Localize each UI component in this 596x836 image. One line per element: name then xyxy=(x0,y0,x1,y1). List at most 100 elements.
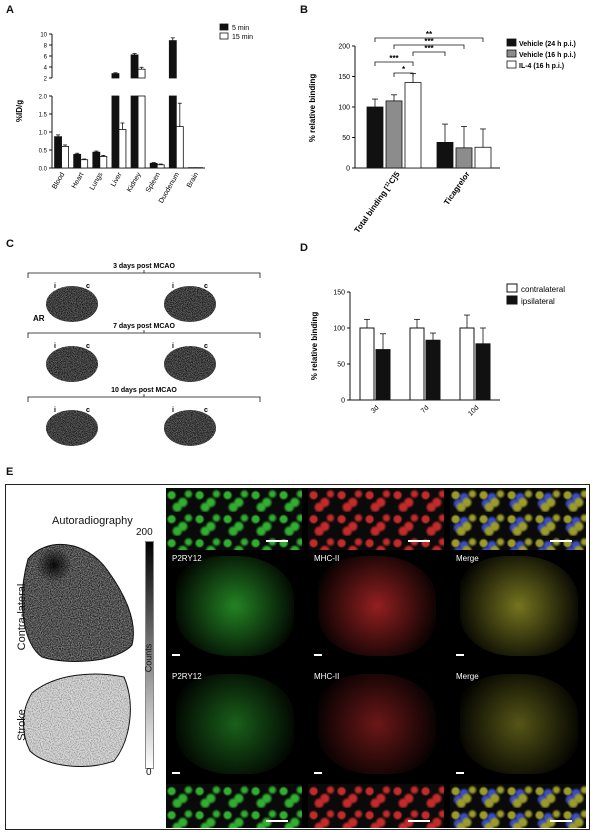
brain-section xyxy=(164,346,216,382)
contra-ipsi-binding-chart: 0 50 100 150 % relative binding 3d 7d 10d contra… xyxy=(310,283,565,418)
stain-label: MHC-II xyxy=(314,554,340,563)
section-texture xyxy=(46,410,98,446)
y-tick-label: 1.5 xyxy=(39,113,48,119)
y-tick-label: 10 xyxy=(40,33,47,39)
contralateral-marker: c xyxy=(204,343,208,350)
stain-label: Merge xyxy=(456,554,479,563)
significance-bracket xyxy=(374,37,484,42)
bar-Vehicle--24-h-p-i-- xyxy=(436,141,454,169)
bar-contralateral xyxy=(359,327,375,401)
y-tick-label: 100 xyxy=(333,326,345,333)
micrograph-mhc-ii-row2: MHC-II xyxy=(308,550,444,664)
relative-binding-chart: 0 50 100 150 200 % relative binding Total bind… xyxy=(308,30,576,235)
bar-Vehicle--16-h-p-i-- xyxy=(385,100,403,169)
tissue-section xyxy=(318,674,436,774)
legend-swatch xyxy=(506,60,517,69)
scale-bar xyxy=(550,540,572,542)
brain-section xyxy=(46,410,98,446)
bar-5-min xyxy=(149,162,158,169)
tissue-section xyxy=(176,674,294,774)
y-tick-label: 8 xyxy=(44,44,48,50)
ipsilateral-marker: i xyxy=(172,343,174,350)
tissue-section xyxy=(318,556,436,656)
timepoint-bracket xyxy=(27,332,261,338)
colorbar-min: 0 xyxy=(146,767,152,778)
stain-label: Merge xyxy=(456,672,479,681)
bar-15-min xyxy=(61,145,69,169)
bar-15-min xyxy=(137,68,146,79)
legend-label: Vehicle (16 h p.i.) xyxy=(519,52,576,59)
scale-bar xyxy=(314,654,322,656)
bar-5-min xyxy=(130,95,139,169)
y-tick-label: 1.0 xyxy=(39,131,48,137)
stain-label: P2RY12 xyxy=(172,672,202,681)
y-tick-label: 150 xyxy=(338,74,350,81)
ipsilateral-marker: i xyxy=(54,407,56,414)
timepoint-label: 10 days post MCAO xyxy=(111,387,177,394)
bar-15-min xyxy=(118,129,127,169)
micrograph-p2ry12-row3: P2RY12 xyxy=(166,668,302,782)
category-label: Blood xyxy=(51,171,66,190)
category-label: Liver xyxy=(110,171,124,188)
bar-Vehicle--24-h-p-i-- xyxy=(366,106,384,169)
scale-bar xyxy=(266,540,288,542)
legend-swatch xyxy=(506,38,517,47)
contralateral-marker: c xyxy=(204,283,208,290)
stain-label: MHC-II xyxy=(314,672,340,681)
tissue-section xyxy=(176,556,294,656)
significance-bracket xyxy=(412,51,446,56)
micrograph-merge-row2: Merge xyxy=(450,550,586,664)
scale-bar xyxy=(314,772,322,774)
panel-label-c: C xyxy=(6,238,14,250)
timepoint-label: 3 days post MCAO xyxy=(113,263,175,270)
bar-5-min xyxy=(130,54,139,79)
y-tick-label: 200 xyxy=(338,44,350,51)
y-tick-label: 6 xyxy=(44,55,48,61)
legend-label: Vehicle (24 h p.i.) xyxy=(519,41,576,48)
microscopy-grid: P2RY12 MHC-II Merge P2RY12 MHC-II Merge xyxy=(166,488,586,828)
contralateral-marker: c xyxy=(86,407,90,414)
legend-label: 5 min xyxy=(232,25,249,32)
bar-5-min xyxy=(168,95,177,169)
ipsilateral-marker: i xyxy=(54,343,56,350)
micrograph-mhc-ii-row3: MHC-II xyxy=(308,668,444,782)
brain-section xyxy=(46,286,98,322)
contralateral-row-label: Contra-lateral xyxy=(16,583,28,651)
category-label: 7d xyxy=(420,404,431,415)
bar-IL-4--16-h-p-i-- xyxy=(404,82,422,169)
y-axis-label: % relative binding xyxy=(308,74,317,143)
micrograph-merge-row4 xyxy=(450,784,586,828)
contralateral-marker: c xyxy=(86,283,90,290)
panel-label-a: A xyxy=(6,4,14,16)
y-tick-label: 2 xyxy=(44,77,48,83)
bar-15-min xyxy=(99,156,108,169)
bar-5-min xyxy=(54,136,62,169)
bar-5-min xyxy=(73,153,82,169)
y-tick-label: 150 xyxy=(333,290,345,297)
scale-bar xyxy=(456,654,464,656)
scale-bar xyxy=(456,772,464,774)
bar-5-min xyxy=(111,95,120,169)
bar-contralateral xyxy=(409,327,425,401)
contralateral-marker: c xyxy=(204,407,208,414)
scale-bar xyxy=(408,820,430,822)
colorbar-label: Counts xyxy=(143,643,154,673)
category-label: Spleen xyxy=(145,171,162,193)
category-label: 3d xyxy=(370,404,381,415)
significance-bracket xyxy=(393,44,465,49)
bar-15-min xyxy=(137,95,146,169)
significance-marker: ** xyxy=(426,30,433,39)
bar-15-min xyxy=(175,126,184,169)
biodistribution-chart: 0.0 0.5 1.0 1.5 2.0 2 4 6 8 10 %ID/g Blood Heart Lung… xyxy=(15,23,253,205)
autoradiography-timecourse: AR 3 days post MCAO i c i c 7 days post MCAO i… xyxy=(27,263,261,446)
section-texture xyxy=(46,346,98,382)
panel-label-e: E xyxy=(6,466,14,478)
y-tick-label: 2.0 xyxy=(39,95,48,101)
bar-15-min xyxy=(80,159,89,169)
category-label: Kidney xyxy=(126,171,143,193)
micrograph-p2ry12-row2: P2RY12 xyxy=(166,550,302,664)
y-tick-label: 50 xyxy=(337,362,345,369)
bar-ipsilateral xyxy=(375,349,391,401)
y-tick-label: 50 xyxy=(342,135,350,142)
y-tick-label: 100 xyxy=(338,105,350,112)
